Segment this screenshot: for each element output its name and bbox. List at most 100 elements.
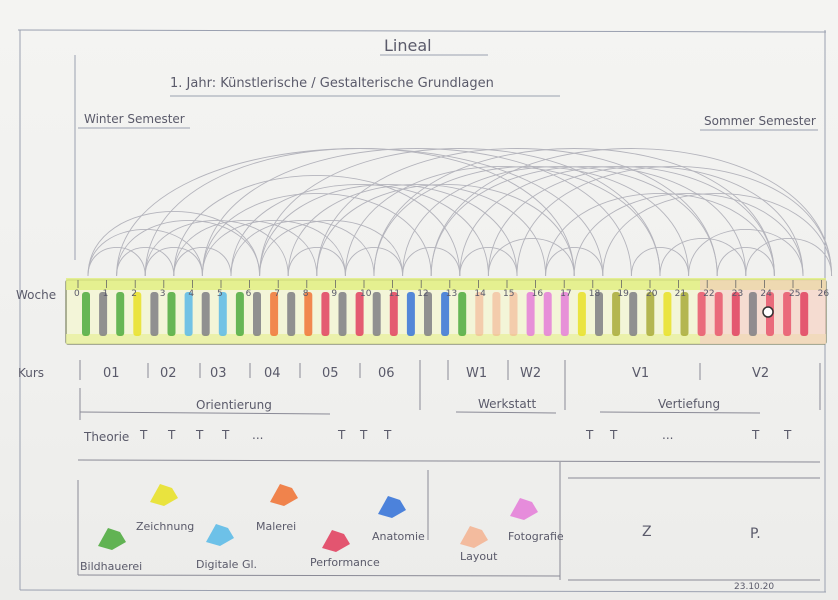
ruler-stripe — [116, 292, 125, 336]
ruler-stripe — [389, 292, 398, 336]
summer-semester-label: Sommer Semester — [704, 114, 816, 128]
ruler-stripe — [99, 292, 108, 336]
ruler-stripe — [800, 292, 809, 336]
ruler-stripe — [526, 292, 535, 336]
week-arc — [344, 247, 404, 277]
week-number-14: 14 — [474, 289, 486, 299]
ruler-stripe — [372, 292, 381, 336]
week-arc — [545, 192, 775, 277]
week-arc — [173, 247, 232, 277]
course-01: 01 — [103, 366, 120, 381]
week-arc — [430, 166, 747, 277]
week-arc — [602, 192, 833, 277]
theorie-mark: T — [610, 428, 618, 442]
theorie-mark: T — [384, 428, 392, 442]
legend-swatch — [510, 498, 538, 520]
legend-label: Digitale Gl. — [196, 558, 258, 571]
ruler-stripe — [629, 292, 638, 336]
week-number-13: 13 — [445, 289, 458, 299]
course-v1: V1 — [632, 366, 650, 381]
legend-label: Zeichnung — [136, 520, 195, 533]
winter-semester-label: Winter Semester — [84, 112, 185, 126]
theorie-mark: T — [784, 428, 792, 442]
legend-label: Performance — [310, 556, 380, 569]
ruler-stripe — [287, 292, 296, 336]
phase-werkstatt: Werkstatt — [478, 397, 537, 411]
week-ticks — [77, 280, 822, 288]
week-arc — [487, 238, 575, 277]
week-arc — [630, 247, 690, 277]
week-arc — [230, 220, 375, 277]
ruler-stripe — [492, 292, 501, 336]
week-number-21: 21 — [674, 289, 687, 299]
phase-orientierung: Orientierung — [196, 398, 272, 412]
phase-vertiefung: Vertiefung — [658, 397, 721, 411]
ruler-stripe — [150, 292, 159, 336]
week-number-6: 6 — [245, 289, 252, 299]
week-number-4: 4 — [188, 289, 195, 299]
week-arc — [716, 247, 775, 277]
legend-swatch — [270, 484, 298, 506]
ruler-stripe — [595, 292, 603, 336]
woche-label: Woche — [16, 288, 57, 302]
week-number-2: 2 — [131, 289, 137, 299]
ruler-stripe — [201, 292, 210, 336]
week-arc — [173, 220, 318, 277]
course-v2: V2 — [752, 366, 770, 381]
week-arc — [430, 148, 833, 277]
page-subtitle: 1. Jahr: Künstlerische / Gestalterische … — [170, 76, 494, 91]
legend-label: Layout — [460, 550, 498, 563]
course-02: 02 — [160, 366, 177, 381]
theorie-mark: ... — [662, 428, 674, 442]
ruler-stripe — [612, 292, 621, 336]
course-03: 03 — [210, 366, 227, 381]
week-arc — [144, 220, 289, 277]
week-arc — [487, 166, 804, 277]
ruler-stripe — [167, 292, 176, 336]
ruler-stripe — [458, 292, 467, 336]
theorie-mark: T — [168, 428, 176, 442]
kurs-separators — [77, 360, 821, 581]
kurs-label: Kurs — [18, 366, 45, 380]
week-number-9: 9 — [331, 289, 338, 299]
page-title: Lineal — [384, 36, 432, 55]
week-arc — [116, 220, 261, 277]
week-number-18: 18 — [588, 289, 601, 299]
week-number-26: 26 — [817, 289, 830, 299]
theorie-mark: T — [196, 428, 204, 442]
week-number-16: 16 — [531, 289, 544, 299]
week-number-15: 15 — [503, 289, 515, 299]
ruler-stripe — [338, 292, 347, 336]
legend-swatch — [322, 530, 350, 552]
week-arc — [201, 220, 346, 277]
ruler-stripe — [560, 292, 569, 336]
theorie-mark: T — [140, 428, 148, 442]
week-arc — [259, 148, 661, 277]
week-number-3: 3 — [159, 289, 166, 299]
week-number-8: 8 — [302, 289, 309, 299]
ruler-stripe — [184, 292, 193, 336]
week-arc — [659, 238, 747, 277]
legend-label: Malerei — [256, 520, 297, 533]
ruler-stripe — [475, 292, 484, 336]
week-number-25: 25 — [789, 289, 801, 299]
color-stripes — [82, 292, 809, 336]
week-arc — [316, 148, 718, 277]
ruler-stripe — [304, 292, 313, 336]
week-arc — [116, 247, 175, 277]
legend-swatch — [378, 496, 406, 518]
week-number-0: 0 — [74, 289, 80, 299]
week-arc — [459, 247, 518, 277]
letter-z: Z — [642, 524, 652, 540]
ruler-stripe — [424, 292, 432, 336]
ruler-stripe — [82, 292, 90, 336]
week-arc — [373, 148, 775, 277]
ruler-stripe — [731, 292, 740, 336]
week-number-20: 20 — [646, 289, 658, 299]
ruler-stripe — [543, 292, 552, 336]
theorie-mark: T — [338, 428, 346, 442]
week-number-10: 10 — [360, 289, 372, 299]
theorie-mark: T — [752, 428, 760, 442]
date-label: 23.10.20 — [734, 582, 775, 592]
ruler-stripe — [714, 292, 723, 336]
